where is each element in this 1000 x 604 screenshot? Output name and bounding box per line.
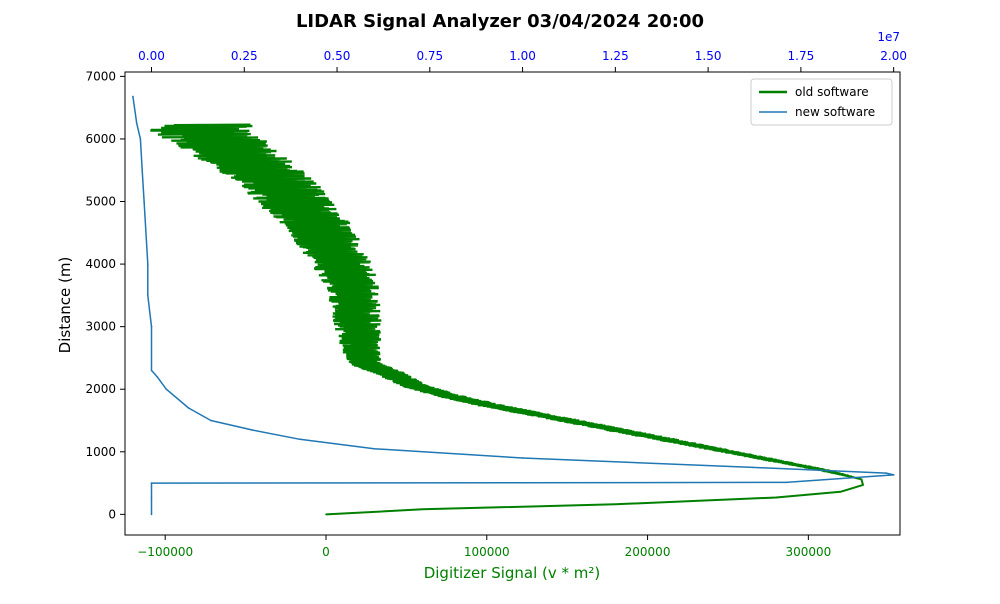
y-tick-label: 2000 xyxy=(85,382,116,396)
plot-area xyxy=(132,95,895,516)
legend-box xyxy=(750,78,893,126)
series-old-software-point xyxy=(614,503,617,506)
series-new-software-point xyxy=(892,474,895,476)
chart-title: LIDAR Signal Analyzer 03/04/2024 20:00 xyxy=(296,11,704,32)
series-new-software-point xyxy=(135,122,138,125)
x-top-tick-label: 1.75 xyxy=(788,49,815,63)
series-old-software-point xyxy=(727,451,729,453)
series-old-software-point xyxy=(293,200,295,203)
series-old-software-noise-band xyxy=(150,123,863,480)
series-new-software-point xyxy=(299,438,301,441)
series-new-software-point xyxy=(250,429,253,431)
x-top-tick-label: 1.50 xyxy=(695,49,722,63)
series-old-software-point xyxy=(486,404,488,406)
series-old-software-point xyxy=(317,225,319,228)
series-old-software-point xyxy=(365,363,368,366)
axes-layer: −100000 0 100000 200000 300000 0.00 0.25 0.50 0.… xyxy=(85,30,907,559)
series-old-software-point xyxy=(325,513,327,516)
series-new-software-point xyxy=(785,481,787,484)
series-new-software-point xyxy=(147,294,149,297)
series-new-software-point xyxy=(139,138,142,140)
series-new-software-point xyxy=(141,169,143,171)
series-old-software-point xyxy=(413,385,416,387)
y-tick-label: 5000 xyxy=(85,195,116,209)
series-old-software-point xyxy=(678,441,681,444)
x-top-tick-label: 2.00 xyxy=(880,49,907,63)
series-old-software-point xyxy=(354,300,356,303)
x-top-tick-label: 0.25 xyxy=(231,49,258,63)
series-new-software-point xyxy=(210,419,212,422)
x-top-tick-label: 0.00 xyxy=(138,49,165,63)
series-old-software-point xyxy=(445,394,448,397)
series-old-software-point xyxy=(839,491,842,493)
series-new-software-point xyxy=(150,482,153,484)
series-old-software-point xyxy=(357,325,359,328)
x-axis-label: Digitizer Signal (v * m²) xyxy=(424,564,601,582)
y-tick-label: 7000 xyxy=(85,69,116,83)
y-tick-label: 3000 xyxy=(85,320,116,334)
series-old-software-point xyxy=(534,413,536,416)
series-new-software-point xyxy=(373,447,375,450)
series-old-software-point xyxy=(775,496,777,499)
x-bottom-tick-label: 200000 xyxy=(625,545,671,559)
x-top-offset-label: 1e7 xyxy=(877,30,900,44)
series-old-software-point xyxy=(228,150,231,153)
series-old-software-point xyxy=(268,175,271,178)
series-old-software-point xyxy=(775,460,777,463)
series-new-software-point xyxy=(132,95,134,98)
y-tick-label: 6000 xyxy=(85,132,116,146)
series-old-software-point xyxy=(196,123,199,126)
legend-label: old software xyxy=(795,85,869,99)
series-old-software-point xyxy=(862,484,864,486)
series-old-software-point xyxy=(389,372,392,375)
x-bottom-tick-label: 0 xyxy=(322,545,330,559)
series-new-software-point xyxy=(187,407,190,409)
series-new-software-point xyxy=(150,369,153,372)
x-top-tick-label: 1.25 xyxy=(602,49,629,63)
x-bottom-tick-label: −100000 xyxy=(137,545,193,559)
series-new-software-point xyxy=(150,513,153,516)
x-top-tick-label: 1.00 xyxy=(509,49,536,63)
plot-frame xyxy=(124,71,901,536)
series-old-software-point xyxy=(360,350,363,353)
x-bottom-tick-label: 100000 xyxy=(464,545,510,559)
series-old-software-point xyxy=(630,432,633,434)
y-tick-label: 0 xyxy=(108,507,116,521)
series-old-software-point xyxy=(347,275,350,278)
series-new-software-point xyxy=(150,496,153,499)
series-new-software-point xyxy=(751,466,754,469)
series-new-software-line xyxy=(132,96,895,515)
series-old-software-point xyxy=(582,422,584,425)
series-new-software-point xyxy=(165,388,168,391)
series-new-software-point xyxy=(156,375,158,378)
series-new-software-point xyxy=(885,472,887,474)
x-top-tick-label: 0.50 xyxy=(324,49,351,63)
legend-label: new software xyxy=(795,105,875,119)
legend: old software new software xyxy=(750,78,893,126)
x-top-tick-label: 0.75 xyxy=(416,49,443,63)
x-bottom-tick-label: 300000 xyxy=(785,545,831,559)
series-old-software-point xyxy=(421,508,424,511)
series-old-software-point xyxy=(333,250,335,253)
series-new-software-point xyxy=(521,457,524,459)
series-old-software-point xyxy=(860,478,863,481)
y-axis-label: Distance (m) xyxy=(56,257,74,354)
series-new-software-point xyxy=(147,263,149,265)
y-tick-label: 1000 xyxy=(85,445,116,459)
series-new-software-point xyxy=(143,200,145,203)
y-tick-label: 4000 xyxy=(85,257,116,271)
series-new-software-point xyxy=(150,325,153,328)
series-layer xyxy=(132,95,895,516)
